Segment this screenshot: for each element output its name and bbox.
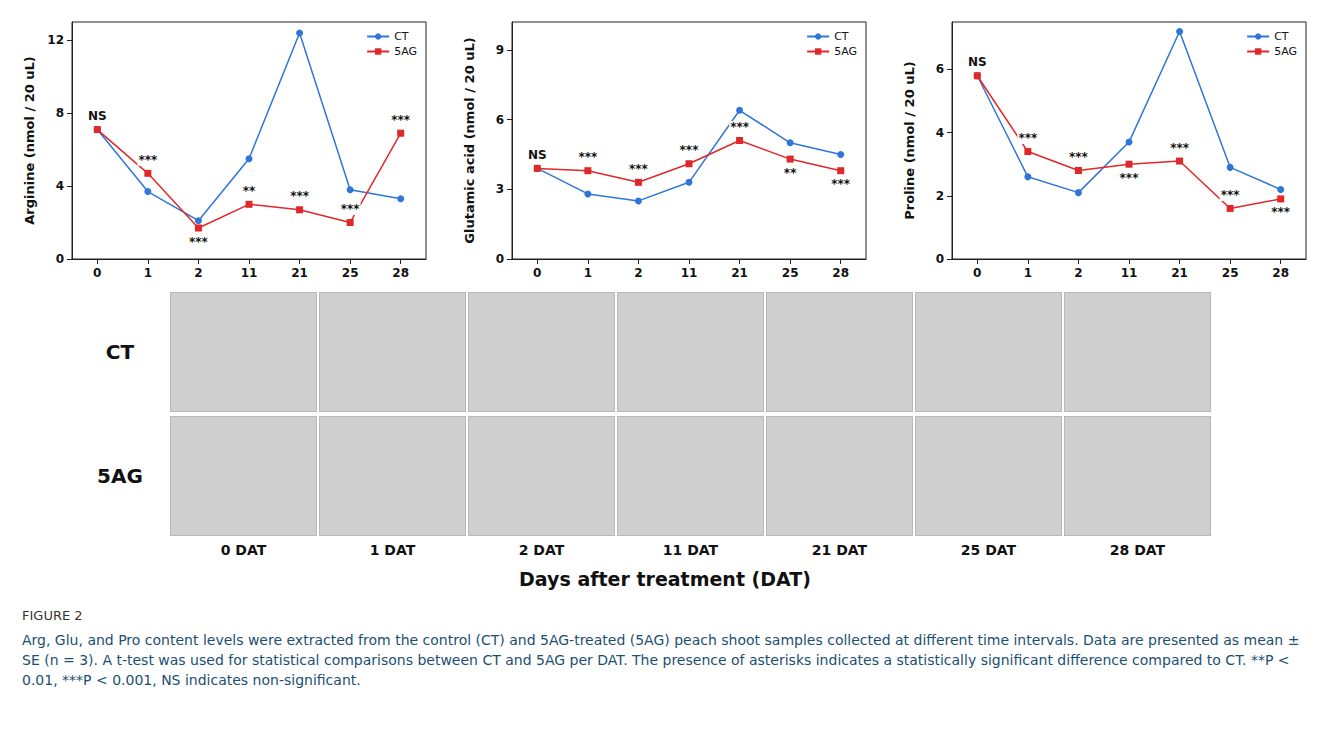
svg-text:12: 12 (47, 33, 64, 47)
svg-text:Glutamic acid (nmol / 20 uL): Glutamic acid (nmol / 20 uL) (462, 37, 477, 243)
svg-text:Proline (nmol / 20 uL): Proline (nmol / 20 uL) (902, 61, 917, 219)
html-text:1 DAT: 1 DAT (369, 542, 416, 558)
svg-text:NS: NS (528, 148, 547, 162)
svg-text:NS: NS (88, 109, 107, 123)
svg-text:0: 0 (93, 266, 101, 280)
svg-text:28: 28 (1272, 266, 1289, 280)
svg-text:9: 9 (496, 43, 504, 57)
svg-text:***: *** (1271, 205, 1291, 219)
svg-text:1: 1 (144, 266, 152, 280)
svg-text:4: 4 (56, 179, 64, 193)
html-text:11 DAT: 11 DAT (662, 542, 719, 558)
svg-text:***: *** (189, 235, 209, 249)
svg-text:5AG: 5AG (1274, 45, 1297, 58)
svg-text:***: *** (341, 202, 361, 216)
html-text:FIGURE 2: FIGURE 2 (22, 608, 83, 623)
svg-text:4: 4 (936, 126, 944, 140)
svg-text:***: *** (680, 143, 700, 157)
html-text:5AG: 5AG (97, 464, 143, 488)
svg-text:***: *** (1018, 131, 1038, 145)
svg-text:28: 28 (392, 266, 409, 280)
svg-text:2: 2 (634, 266, 642, 280)
svg-text:0: 0 (496, 252, 504, 266)
svg-text:**: ** (784, 166, 797, 180)
svg-text:***: *** (629, 162, 649, 176)
svg-text:25: 25 (342, 266, 359, 280)
svg-text:5AG: 5AG (394, 45, 417, 58)
html-text:CT: CT (105, 340, 135, 364)
svg-text:25: 25 (782, 266, 799, 280)
svg-text:***: *** (1170, 141, 1190, 155)
svg-text:11: 11 (681, 266, 698, 280)
svg-text:21: 21 (731, 266, 748, 280)
svg-text:***: *** (1221, 188, 1241, 202)
html-text:21 DAT: 21 DAT (811, 542, 868, 558)
svg-text:5AG: 5AG (834, 45, 857, 58)
svg-text:1: 1 (584, 266, 592, 280)
svg-text:6: 6 (936, 62, 944, 76)
html-text:28 DAT: 28 DAT (1109, 542, 1166, 558)
svg-text:8: 8 (56, 106, 64, 120)
svg-text:***: *** (290, 189, 310, 203)
html-text:Arg, Glu, and Pro content leve: Arg, Glu, and Pro content levels were ex… (22, 632, 1300, 688)
svg-text:**: ** (243, 184, 256, 198)
svg-text:0: 0 (533, 266, 541, 280)
svg-text:***: *** (1120, 171, 1140, 185)
svg-text:11: 11 (1121, 266, 1138, 280)
html-text:25 DAT: 25 DAT (960, 542, 1017, 558)
svg-text:***: *** (391, 113, 411, 127)
svg-text:6: 6 (496, 113, 504, 127)
svg-text:CT: CT (834, 30, 849, 43)
svg-text:***: *** (730, 120, 750, 134)
svg-text:21: 21 (291, 266, 308, 280)
svg-text:0: 0 (973, 266, 981, 280)
svg-text:28: 28 (832, 266, 849, 280)
svg-text:21: 21 (1171, 266, 1188, 280)
svg-text:***: *** (138, 153, 158, 167)
html-text:Days after treatment (DAT): Days after treatment (DAT) (519, 568, 811, 590)
svg-text:25: 25 (1222, 266, 1239, 280)
svg-text:***: *** (1069, 150, 1089, 164)
svg-text:2: 2 (194, 266, 202, 280)
html-text:2 DAT: 2 DAT (518, 542, 565, 558)
svg-text:3: 3 (496, 182, 504, 196)
svg-text:0: 0 (56, 252, 64, 266)
svg-text:Arginine (nmol / 20 uL): Arginine (nmol / 20 uL) (22, 56, 37, 225)
svg-text:1: 1 (1024, 266, 1032, 280)
svg-text:0: 0 (936, 252, 944, 266)
svg-text:***: *** (578, 150, 598, 164)
svg-text:2: 2 (936, 189, 944, 203)
svg-text:CT: CT (394, 30, 409, 43)
svg-text:2: 2 (1074, 266, 1082, 280)
svg-text:CT: CT (1274, 30, 1289, 43)
html-text:0 DAT: 0 DAT (220, 542, 267, 558)
svg-text:11: 11 (241, 266, 258, 280)
svg-text:NS: NS (968, 55, 987, 69)
svg-text:***: *** (831, 177, 851, 191)
